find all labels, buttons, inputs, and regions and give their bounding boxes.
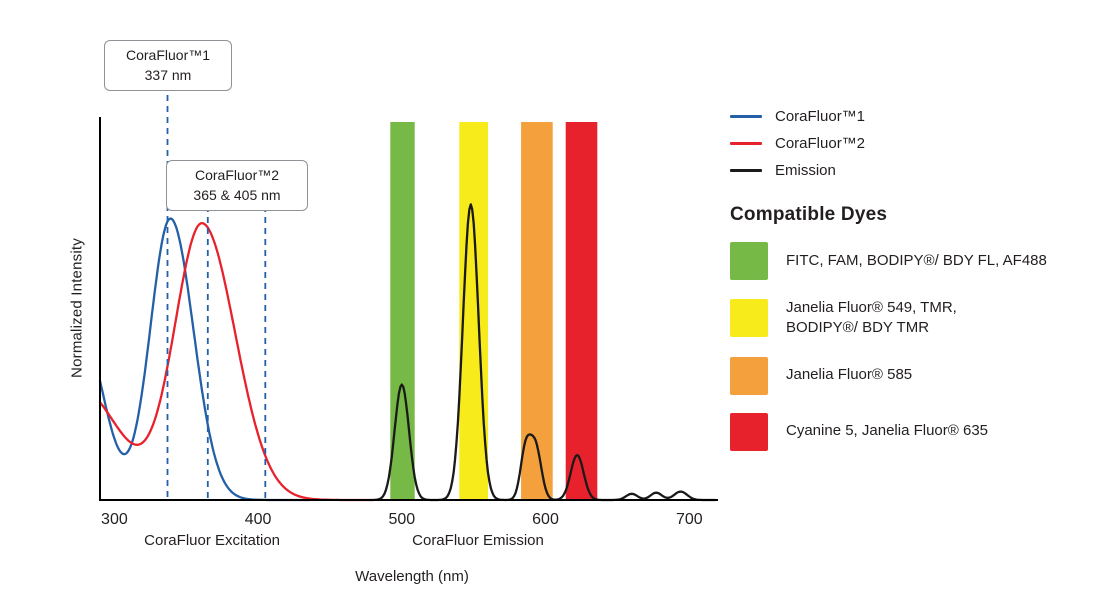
- annotation-box-corafluor2: CoraFluor™2 365 & 405 nm: [166, 160, 308, 211]
- corafluor1-line-sample: [730, 115, 762, 118]
- annotation-box-corafluor1: CoraFluor™1 337 nm: [104, 40, 232, 91]
- legend: CoraFluor™1 CoraFluor™2 Emission Compati…: [730, 103, 1106, 469]
- dye-item-yellow: Janelia Fluor® 549, TMR, BODIPY®/ BDY TM…: [730, 298, 1106, 339]
- legend-item-emission: Emission: [730, 157, 1106, 184]
- dye-item-green: FITC, FAM, BODIPY®/ BDY FL, AF488: [730, 242, 1106, 280]
- yellow-dye-label: Janelia Fluor® 549, TMR, BODIPY®/ BDY TM…: [786, 299, 957, 337]
- legend-label-corafluor2: CoraFluor™2: [775, 135, 866, 152]
- x-tick-label-600: 600: [532, 511, 559, 528]
- legend-label-emission: Emission: [775, 162, 836, 179]
- red-dye-label: Cyanine 5, Janelia Fluor® 635: [786, 422, 989, 440]
- red-dye-swatch: [730, 412, 768, 451]
- legend-label-corafluor1: CoraFluor™1: [775, 108, 866, 125]
- axis-section-label-0: CoraFluor Excitation: [144, 532, 280, 549]
- green-dye-swatch: [730, 242, 768, 280]
- emission-line-sample: [730, 169, 762, 172]
- x-tick-label-700: 700: [676, 511, 703, 528]
- dye-item-red: Cyanine 5, Janelia Fluor® 635: [730, 412, 1106, 451]
- green-dye-label: FITC, FAM, BODIPY®/ BDY FL, AF488: [786, 251, 1047, 269]
- y-axis-label: Normalized Intensity: [68, 238, 86, 378]
- band-red: [565, 122, 598, 500]
- x-tick-label-400: 400: [245, 511, 272, 528]
- annotation-title: CoraFluor™1: [125, 47, 211, 63]
- corafluor2-line-sample: [730, 142, 762, 145]
- legend-item-corafluor2: CoraFluor™2: [730, 130, 1106, 157]
- curve-corafluor1-excitation: [98, 217, 311, 502]
- dye-item-orange: Janelia Fluor® 585: [730, 356, 1106, 395]
- annotation-wavelength: 337 nm: [144, 67, 192, 84]
- annotation-title: CoraFluor™2: [194, 167, 280, 183]
- axis-section-label-1: CoraFluor Emission: [412, 532, 544, 549]
- legend-item-corafluor1: CoraFluor™1: [730, 103, 1106, 130]
- orange-dye-swatch: [730, 356, 768, 395]
- x-axis-label: Wavelength (nm): [355, 568, 469, 585]
- x-tick-label-500: 500: [388, 511, 415, 528]
- spectra-plot: 300 400 500 600 700 CoraFluor Excitation CoraF…: [98, 84, 718, 549]
- annotation-wavelength: 365 & 405 nm: [193, 187, 281, 204]
- curve-corafluor2-excitation: [98, 221, 372, 502]
- orange-dye-label: Janelia Fluor® 585: [786, 366, 913, 384]
- compatible-dyes-heading: Compatible Dyes: [730, 204, 888, 225]
- yellow-dye-swatch: [730, 299, 768, 338]
- x-tick-label-300: 300: [101, 511, 128, 528]
